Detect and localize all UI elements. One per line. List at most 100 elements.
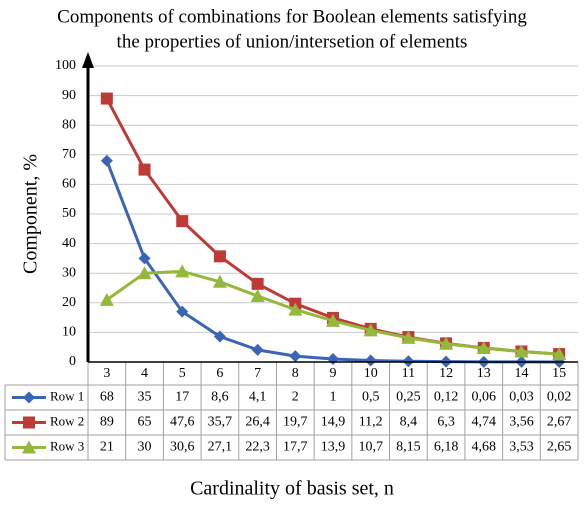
table-value: 65 [138, 415, 152, 430]
data-point [476, 341, 491, 355]
data-point [100, 154, 113, 167]
data-point [138, 163, 151, 176]
table-value: 21 [100, 440, 114, 455]
data-point [138, 252, 151, 265]
x-tick-label: 3 [103, 366, 110, 381]
y-tick-label: 60 [62, 177, 76, 192]
data-point [176, 215, 189, 228]
data-point [213, 330, 226, 343]
data-point [327, 353, 339, 366]
x-tick-label: 7 [254, 366, 261, 381]
legend-marker [23, 416, 35, 429]
y-tick-label: 100 [55, 58, 76, 73]
x-tick-label: 14 [514, 366, 528, 381]
table-value: 68 [100, 390, 114, 405]
table-value: 30 [138, 440, 152, 455]
table-value: 8,4 [400, 415, 418, 430]
legend-marker [23, 391, 35, 404]
table-value: 8,15 [396, 440, 421, 455]
table-value: 30,6 [170, 440, 195, 455]
data-point [552, 347, 567, 361]
legend-label: Row 3 [50, 438, 84, 453]
x-tick-label: 15 [552, 366, 566, 381]
table-value: 6,3 [437, 415, 455, 430]
x-tick-label: 5 [179, 366, 186, 381]
data-point [251, 277, 264, 290]
x-tick-label: 4 [141, 366, 148, 381]
data-point [100, 92, 113, 105]
table-value: 1 [330, 390, 337, 405]
table-value: 0,5 [362, 390, 380, 405]
table-value: 22,3 [245, 440, 270, 455]
table-value: 6,18 [434, 440, 459, 455]
data-point [137, 266, 152, 280]
table-value: 26,4 [245, 415, 270, 430]
data-point [250, 288, 265, 302]
data-point [401, 330, 416, 344]
table-value: 14,9 [321, 415, 346, 430]
data-point [175, 264, 190, 278]
table-value: 2,65 [547, 440, 572, 455]
data-point [99, 292, 114, 306]
table-value: 0,12 [434, 390, 459, 405]
x-tick-label: 8 [292, 366, 299, 381]
x-tick-label: 9 [330, 366, 337, 381]
table-value: 17 [175, 390, 189, 405]
x-tick-label: 6 [216, 366, 223, 381]
data-point [251, 343, 264, 356]
table-value: 19,7 [283, 415, 308, 430]
data-point [176, 305, 189, 318]
table-value: 8,6 [211, 390, 229, 405]
y-axis-label: Component, % [20, 154, 42, 274]
data-point [364, 354, 377, 367]
data-point [288, 302, 303, 316]
y-tick-label: 40 [62, 236, 76, 251]
table-value: 13,9 [321, 440, 346, 455]
table-value: 47,6 [170, 415, 195, 430]
y-tick-label: 10 [62, 325, 76, 340]
table-value: 0,25 [396, 390, 421, 405]
table-value: 17,7 [283, 440, 308, 455]
x-tick-label: 13 [477, 366, 491, 381]
table-value: 3,53 [509, 440, 534, 455]
data-point [514, 344, 529, 358]
data-point [439, 336, 454, 350]
legend-label: Row 2 [50, 413, 84, 428]
table-value: 89 [100, 415, 114, 430]
data-point [212, 274, 227, 288]
table-value: 2,67 [547, 415, 572, 430]
x-tick-label: 12 [439, 366, 453, 381]
x-tick-label: 10 [364, 366, 378, 381]
y-tick-label: 20 [62, 295, 76, 310]
table-value: 35,7 [208, 415, 233, 430]
legend-marker [22, 440, 36, 454]
chart-title: the properties of union/intersetion of e… [117, 31, 468, 52]
x-tick-label: 11 [402, 366, 415, 381]
data-point [289, 350, 302, 363]
table-value: 4,68 [472, 440, 497, 455]
y-tick-label: 90 [62, 88, 76, 103]
table-value: 11,2 [359, 415, 383, 430]
table-value: 2 [292, 390, 299, 405]
y-axis-arrow [82, 52, 94, 68]
table-value: 4,1 [249, 390, 267, 405]
table-value: 35 [138, 390, 152, 405]
legend-label: Row 1 [50, 388, 84, 403]
y-tick-label: 0 [69, 354, 76, 369]
data-point [363, 323, 378, 337]
table-value: 27,1 [208, 440, 233, 455]
chart-title: Components of combinations for Boolean e… [57, 6, 527, 27]
y-tick-label: 80 [62, 117, 76, 132]
y-tick-label: 50 [62, 206, 76, 221]
table-value: 3,56 [509, 415, 534, 430]
y-tick-label: 70 [62, 147, 76, 162]
y-tick-label: 30 [62, 265, 76, 280]
data-point [213, 250, 226, 263]
table-value: 0,06 [472, 390, 497, 405]
data-point [326, 313, 340, 327]
table-value: 4,74 [472, 415, 497, 430]
table-value: 0,02 [547, 390, 572, 405]
table-value: 10,7 [358, 440, 383, 455]
table-value: 0,03 [509, 390, 534, 405]
